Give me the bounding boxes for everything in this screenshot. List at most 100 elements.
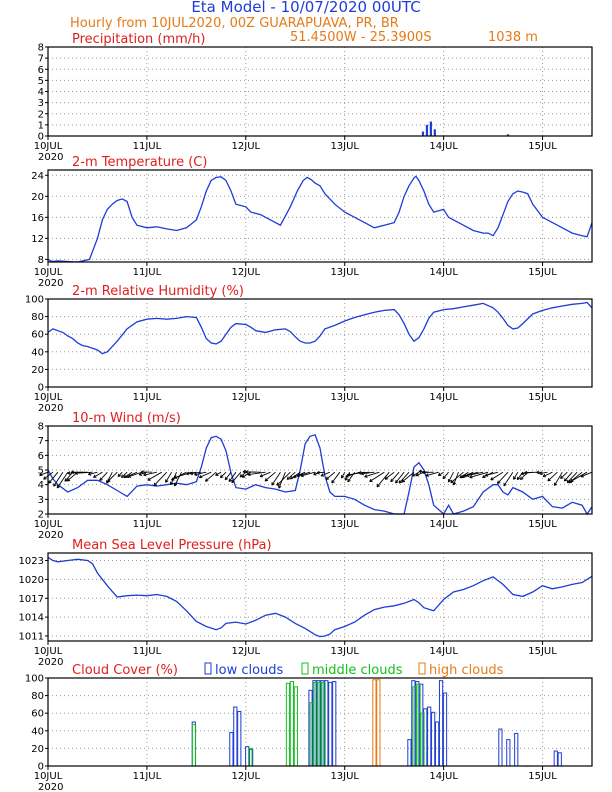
wind-vector-head (70, 470, 75, 475)
wind-vector (438, 471, 444, 476)
cloud-bar-low (237, 710, 242, 767)
wind-vector (341, 471, 346, 479)
wind-vector-head (398, 480, 403, 484)
wind-vector-head (171, 477, 175, 481)
wind-vector-head (542, 473, 547, 478)
x-tick-label: 12JUL (232, 646, 261, 657)
wind-vector (553, 471, 563, 486)
wind-vector (542, 471, 553, 478)
y-tick-label: 1014 (19, 613, 44, 624)
x-tick-year: 2020 (38, 782, 63, 792)
cloud-bar-middle (289, 681, 295, 767)
wind-vector-head (74, 471, 78, 476)
pressure-title: Mean Sea Level Pressure (hPa) (72, 538, 272, 553)
wind-vector (121, 471, 128, 478)
wind-vector-head (344, 477, 348, 481)
cloud-bar-low (435, 721, 440, 767)
x-tick-label: 10JUL (34, 519, 63, 530)
x-tick-label: 14JUL (429, 646, 458, 657)
x-tick-label: 14JUL (429, 392, 458, 403)
wind-vector-head (347, 478, 351, 483)
x-tick-label: 10JUL (34, 392, 63, 403)
y-tick-label: 1020 (19, 575, 44, 586)
x-tick-year: 2020 (38, 403, 63, 414)
wind-vector-head (513, 476, 517, 480)
cloud-bar-middle (248, 747, 253, 767)
y-tick-label: 3 (38, 495, 44, 506)
x-tick-label: 10JUL (34, 267, 63, 278)
wind-vector (194, 471, 207, 476)
wind-vector-head (93, 474, 97, 478)
wind-vector-head (422, 470, 426, 475)
legend-label-high: high clouds (429, 663, 504, 678)
wind-vector-head (173, 482, 178, 487)
station-elevation: 1038 m (488, 30, 538, 45)
wind-vector (296, 471, 311, 477)
y-tick-label: 24 (31, 171, 44, 182)
temperature-series-line (47, 175, 593, 263)
y-tick-label: 16 (31, 213, 44, 224)
wind-vector (220, 471, 227, 479)
wind-vector (190, 471, 202, 475)
wind-vector-head (580, 474, 584, 478)
x-tick-label: 10JUL (34, 771, 63, 782)
wind-vector-head (286, 476, 291, 480)
y-tick-label: 8 (38, 422, 44, 433)
wind-vector (361, 471, 375, 475)
x-tick-year: 2020 (38, 530, 63, 541)
cloud-bar-low (514, 732, 519, 767)
precip-bar (506, 134, 510, 136)
wind-vector-head (186, 471, 190, 476)
cloud-bar-middle (285, 682, 291, 767)
wind-vector-head (361, 471, 365, 476)
cloud-cover-panel: 0 20 40 60 80 100 10JUL2020 11JUL 12JUL 13JUL 14JU… (25, 662, 593, 792)
wind-vector (469, 471, 489, 478)
wind-vector (364, 471, 380, 478)
wind-vector (395, 471, 405, 484)
pressure-frame (47, 552, 593, 642)
x-tick-label: 15JUL (528, 646, 557, 657)
wind-vector-head (418, 469, 422, 474)
cloud-bar-high (376, 679, 381, 767)
wind-vector-head (43, 476, 47, 480)
wind-vector (107, 471, 118, 483)
wind-vector (224, 471, 232, 481)
wind-vector-head (143, 472, 147, 477)
wind-vector-head (547, 477, 551, 482)
legend-label-low: low clouds (215, 663, 284, 678)
cloud-bar-low (438, 680, 444, 767)
wind-vector-head (390, 478, 394, 483)
wind-vector (99, 471, 108, 481)
wind-vector-head (170, 481, 174, 486)
wind-vector-head (138, 472, 143, 476)
pressure-panel: 1011 1014 1017 1020 1023 10JUL2020 11JUL 12JUL 1… (19, 538, 593, 668)
x-tick-label: 12JUL (232, 141, 261, 152)
wind-vector-head (153, 482, 157, 487)
x-tick-label: 13JUL (330, 392, 359, 403)
wind-vector-head (412, 473, 416, 477)
cloud-bar-low (407, 739, 412, 767)
humidity-frame (47, 298, 593, 388)
wind-vector-head (469, 474, 473, 479)
wind-vector-head (341, 475, 345, 479)
wind-vector-head (278, 485, 282, 489)
x-tick-label: 13JUL (330, 646, 359, 657)
wind-vector-head (56, 484, 61, 489)
wind-vector-head (519, 476, 524, 481)
wind-vector-head (173, 475, 178, 479)
wind-vector (205, 471, 217, 482)
y-tick-label: 8 (38, 255, 44, 266)
y-tick-label: 60 (31, 709, 44, 720)
wind-vector-head (358, 471, 362, 475)
wind-vector-head (331, 479, 335, 484)
wind-vector-head (259, 474, 264, 478)
wind-vector (524, 471, 538, 474)
wind-vector (147, 471, 162, 481)
wind-vector-head (560, 475, 564, 479)
x-tick-label: 12JUL (232, 519, 261, 530)
y-tick-label: 20 (31, 192, 44, 203)
wind-vector-head (442, 475, 446, 480)
y-tick-label: 0 (38, 762, 44, 773)
wind-vector (128, 471, 143, 478)
